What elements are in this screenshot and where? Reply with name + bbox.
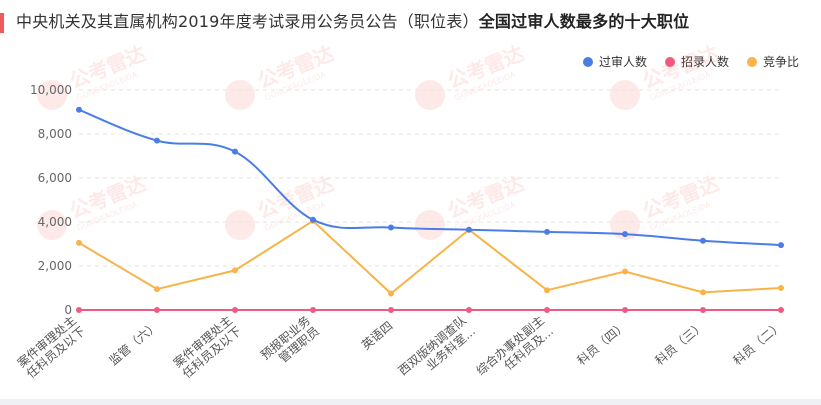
legend-label: 过审人数 xyxy=(598,55,647,69)
series-line xyxy=(78,108,782,247)
watermark-logo-icon xyxy=(37,80,67,110)
data-point xyxy=(700,289,706,296)
legend-item-recruited[interactable]: 招录人数 xyxy=(664,53,729,70)
data-point xyxy=(544,287,550,294)
x-tick-label-line: 科员（三） xyxy=(653,319,708,368)
watermark-logo-icon xyxy=(225,80,255,110)
data-point xyxy=(622,231,628,238)
x-tick-label-line: 监管（六） xyxy=(106,318,162,368)
data-point xyxy=(778,306,784,313)
data-point xyxy=(700,237,706,244)
data-point xyxy=(154,306,160,313)
x-tick-label-line: 科员（四） xyxy=(575,319,630,368)
y-tick-label: 6,000 xyxy=(38,171,72,185)
x-tick-label: 西双版纳调查队业务科室... xyxy=(395,313,478,378)
data-point xyxy=(310,216,316,223)
series-line xyxy=(78,219,782,295)
y-tick-label: 0 xyxy=(64,303,72,317)
legend-label: 招录人数 xyxy=(680,55,729,69)
data-point xyxy=(700,306,706,313)
legend-dot-icon xyxy=(664,56,675,67)
x-tick-label: 科员（四） xyxy=(575,319,630,368)
data-point xyxy=(466,306,472,313)
data-point xyxy=(388,224,394,231)
data-point xyxy=(232,267,238,274)
legend-item-ratio[interactable]: 竞争比 xyxy=(746,53,799,70)
data-point xyxy=(622,268,628,275)
x-tick-label: 科员（三） xyxy=(653,319,708,368)
data-point xyxy=(622,306,628,313)
data-point xyxy=(76,306,82,313)
legend-item-reviewed[interactable]: 过审人数 xyxy=(582,53,647,70)
legend-label: 竞争比 xyxy=(762,55,799,69)
watermark-logo-icon xyxy=(37,210,67,240)
data-point xyxy=(466,226,472,233)
data-point xyxy=(544,228,550,235)
y-tick-label: 10,000 xyxy=(30,83,72,97)
legend-dot-icon xyxy=(582,56,593,67)
chart-legend: 过审人数 招录人数 竞争比 xyxy=(582,53,799,70)
legend-dot-icon xyxy=(746,56,757,67)
watermark-logo-icon xyxy=(415,80,445,110)
data-point xyxy=(232,306,238,313)
x-tick-label: 综合办事处副主任科员及... xyxy=(473,313,556,378)
watermark-logo-icon xyxy=(610,80,640,110)
x-tick-label-line: 英语四 xyxy=(359,319,396,353)
data-point xyxy=(544,306,550,313)
data-point xyxy=(76,239,82,246)
data-point xyxy=(154,286,160,293)
watermark-logo-icon xyxy=(415,210,445,240)
x-tick-label: 科员（二） xyxy=(731,319,786,368)
chart-title-part2: 全国过审人数最多的十大职位 xyxy=(478,12,690,31)
x-tick-label: 监管（六） xyxy=(106,318,162,368)
data-point xyxy=(154,137,160,144)
chart-title: 中央机关及其直属机构2019年度考试录用公务员公告（职位表）全国过审人数最多的十… xyxy=(16,10,689,34)
watermark-logo-icon xyxy=(225,210,255,240)
data-point xyxy=(778,285,784,291)
x-tick-label: 英语四 xyxy=(359,319,396,353)
chart-title-part1: 中央机关及其直属机构2019年度考试录用公务员公告（职位表） xyxy=(16,12,479,31)
x-tick-label-line: 科员（二） xyxy=(731,319,786,368)
data-point xyxy=(388,290,394,297)
title-accent-bar xyxy=(0,13,4,33)
data-point xyxy=(232,148,238,155)
data-point xyxy=(76,106,82,113)
data-point xyxy=(310,306,316,313)
y-tick-label: 8,000 xyxy=(38,127,72,141)
y-tick-label: 4,000 xyxy=(38,215,72,229)
data-point xyxy=(778,242,784,249)
data-point xyxy=(388,306,394,313)
y-tick-label: 2,000 xyxy=(38,259,72,273)
watermark-logo-icon xyxy=(610,210,640,240)
